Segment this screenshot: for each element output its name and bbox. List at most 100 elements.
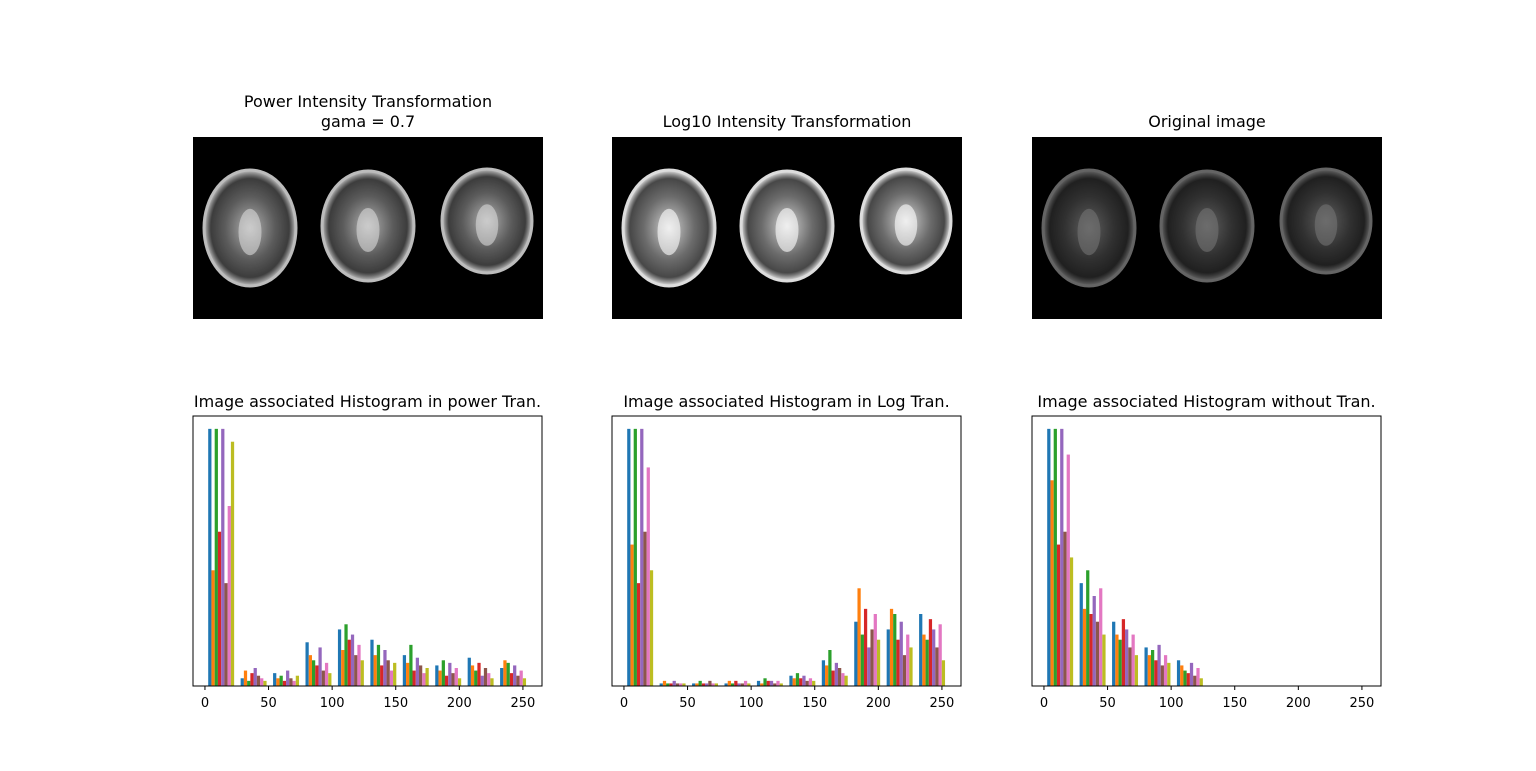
- bar: [873, 614, 877, 686]
- bar: [941, 660, 946, 686]
- bar: [1196, 668, 1200, 686]
- bar: [1053, 428, 1057, 686]
- bar: [928, 619, 933, 686]
- bar: [208, 428, 212, 686]
- brain-slice: [1279, 167, 1373, 275]
- ventricle: [1077, 208, 1101, 256]
- bar: [1118, 639, 1122, 686]
- bar: [841, 673, 845, 686]
- bar: [1095, 621, 1100, 686]
- bar: [438, 670, 442, 686]
- bar: [857, 588, 861, 686]
- bar: [630, 544, 634, 686]
- bar: [834, 662, 839, 686]
- bar: [409, 644, 413, 686]
- bar: [1193, 675, 1197, 686]
- bar: [633, 428, 637, 686]
- bar: [1180, 665, 1184, 686]
- bar: [662, 680, 667, 686]
- image-title: gama = 0.7: [321, 112, 415, 131]
- x-tick-label: 150: [802, 696, 827, 711]
- ventricle: [1314, 204, 1338, 246]
- bar: [250, 673, 254, 686]
- bar: [1063, 531, 1067, 686]
- bar: [698, 680, 702, 686]
- ventricle: [1195, 208, 1219, 252]
- bar: [776, 680, 780, 686]
- x-tick-label: 150: [383, 696, 408, 711]
- bar: [789, 675, 793, 686]
- bar: [422, 673, 426, 686]
- bar: [1066, 454, 1070, 686]
- bar: [1056, 544, 1061, 686]
- bar: [1199, 678, 1203, 686]
- bar: [727, 680, 731, 686]
- x-tick-label: 200: [866, 696, 891, 711]
- bar: [1069, 557, 1074, 686]
- brain-slice: [1159, 169, 1255, 283]
- bar: [821, 660, 826, 686]
- bar: [760, 683, 764, 686]
- bar: [766, 680, 770, 686]
- bar: [354, 655, 358, 686]
- x-tick-label: 0: [620, 696, 628, 711]
- bar: [935, 647, 939, 686]
- bar: [938, 624, 942, 686]
- bar: [909, 647, 913, 686]
- bar: [863, 608, 868, 686]
- bar: [854, 621, 858, 686]
- bar: [730, 683, 735, 686]
- axes-frame: [1031, 415, 1382, 687]
- bar: [1154, 660, 1158, 686]
- brain-slices: [1041, 167, 1373, 288]
- bar: [435, 665, 439, 686]
- bar: [876, 639, 881, 686]
- bar: [1092, 596, 1096, 686]
- x-tick-label: 250: [511, 696, 536, 711]
- bar: [380, 665, 384, 686]
- bar: [217, 531, 222, 686]
- bar: [337, 629, 342, 686]
- bar: [792, 678, 796, 686]
- bar: [292, 680, 296, 686]
- bar: [1167, 662, 1171, 686]
- bar: [831, 670, 835, 686]
- bar: [260, 678, 264, 686]
- bar: [1134, 655, 1139, 686]
- bar: [467, 657, 471, 686]
- bar: [773, 683, 777, 686]
- bar: [263, 680, 267, 686]
- x-tick-label: 100: [320, 696, 345, 711]
- x-tick-label: 250: [1350, 696, 1375, 711]
- bar: [247, 680, 251, 686]
- bar: [860, 634, 864, 686]
- bar: [743, 680, 748, 686]
- bar: [870, 629, 874, 686]
- bar: [253, 668, 257, 686]
- bar: [695, 683, 699, 686]
- bar: [795, 673, 800, 686]
- bar: [454, 668, 458, 686]
- bar: [666, 683, 670, 686]
- bar: [896, 639, 900, 686]
- chart-title: Image associated Histogram in Log Tran.: [623, 392, 949, 411]
- bar: [360, 660, 364, 686]
- bar: [350, 634, 355, 686]
- brain-slices: [621, 167, 953, 288]
- bar: [672, 680, 676, 686]
- bar: [1163, 655, 1168, 686]
- bar: [506, 662, 510, 686]
- bar: [889, 608, 894, 686]
- bar: [318, 647, 322, 686]
- x-tick-label: 50: [1099, 696, 1116, 711]
- x-tick-label: 50: [679, 696, 696, 711]
- bar: [357, 644, 361, 686]
- bar: [477, 662, 481, 686]
- bar: [925, 639, 929, 686]
- ventricle: [775, 208, 799, 252]
- bar: [714, 683, 719, 686]
- bar: [256, 675, 261, 686]
- bar: [513, 665, 517, 686]
- bar: [659, 683, 663, 686]
